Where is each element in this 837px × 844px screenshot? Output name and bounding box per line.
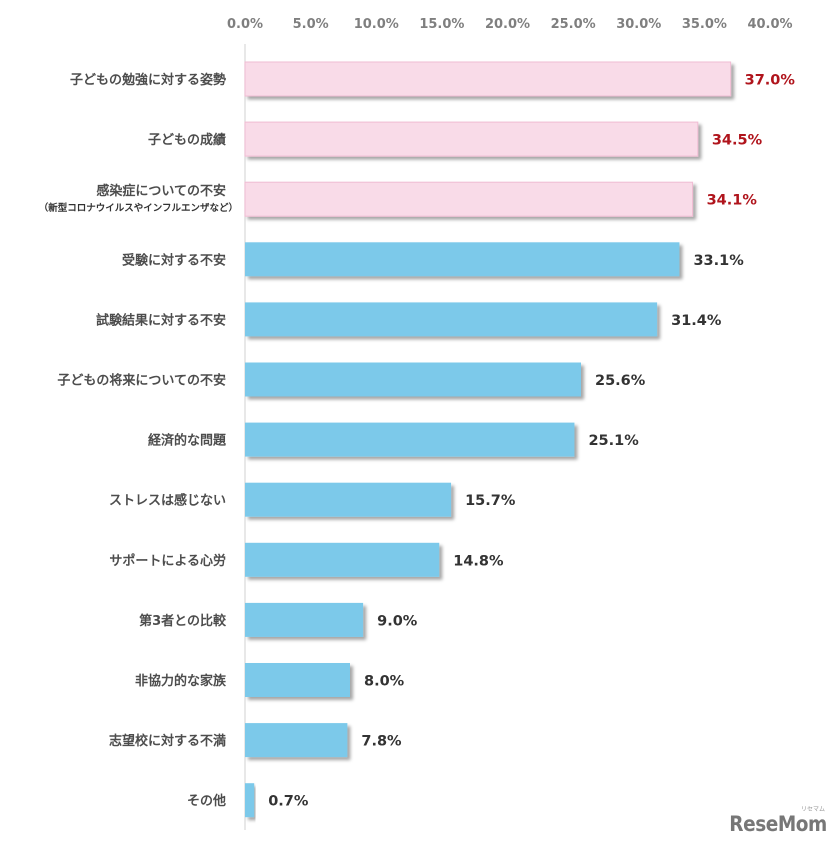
category-label: 子どもの勉強に対する姿勢 bbox=[70, 72, 226, 88]
bars-group bbox=[244, 61, 732, 818]
category-label: ストレスは感じない bbox=[109, 493, 226, 509]
bar bbox=[244, 61, 732, 97]
resemom-logo: リセマム ReseMom bbox=[716, 806, 827, 836]
category-label: 試験結果に対する不安 bbox=[96, 312, 226, 328]
x-tick-label: 35.0% bbox=[682, 17, 727, 32]
value-label: 37.0% bbox=[745, 73, 796, 89]
bar bbox=[245, 302, 658, 337]
bar bbox=[244, 181, 694, 217]
category-label: その他 bbox=[187, 793, 226, 809]
bar bbox=[245, 422, 575, 457]
value-label: 33.1% bbox=[693, 253, 744, 269]
category-label: サポートによる心労 bbox=[109, 553, 226, 569]
value-label: 0.7% bbox=[268, 794, 309, 810]
x-tick-label: 40.0% bbox=[747, 17, 792, 32]
x-tick-label: 5.0% bbox=[293, 17, 329, 32]
value-label: 31.4% bbox=[671, 313, 722, 329]
value-label: 14.8% bbox=[453, 553, 504, 569]
bar bbox=[245, 362, 581, 397]
bar bbox=[245, 783, 255, 818]
value-label: 8.0% bbox=[364, 674, 405, 690]
logo-text: ReseMom bbox=[729, 812, 827, 836]
category-label: 経済的な問題 bbox=[148, 433, 227, 449]
value-label: 25.6% bbox=[595, 373, 646, 389]
x-tick-label: 10.0% bbox=[354, 17, 399, 32]
logo-ruby: リセマム bbox=[800, 806, 825, 813]
value-labels: 37.0% 34.5% 34.1% 33.1% 31.4% 25.6% 25.1% 15.7%… bbox=[268, 73, 795, 810]
value-label: 25.1% bbox=[588, 433, 639, 449]
x-tick-label: 15.0% bbox=[419, 17, 464, 32]
value-label: 34.1% bbox=[707, 193, 758, 209]
x-tick-label: 20.0% bbox=[485, 17, 530, 32]
category-label: 感染症についての不安 bbox=[96, 183, 226, 199]
bar bbox=[245, 482, 452, 517]
bar bbox=[245, 242, 680, 277]
category-label: 非協力的な家族 bbox=[135, 673, 227, 689]
x-tick-label: 25.0% bbox=[551, 17, 596, 32]
x-tick-label: 30.0% bbox=[616, 17, 661, 32]
category-sublabel: （新型コロナウイルスやインフルエンザなど） bbox=[39, 202, 238, 214]
bar bbox=[245, 663, 350, 697]
category-label: 受験に対する不安 bbox=[122, 252, 226, 268]
bar bbox=[245, 542, 440, 577]
category-label: 子どもの成績 bbox=[148, 132, 226, 148]
x-tick-label: 0.0% bbox=[227, 17, 263, 32]
value-label: 34.5% bbox=[712, 133, 763, 149]
bar bbox=[244, 121, 699, 157]
bar bbox=[245, 723, 348, 758]
value-label: 15.7% bbox=[465, 493, 516, 509]
category-label: 子どもの将来についての不安 bbox=[57, 373, 226, 389]
category-label: 第3者との比較 bbox=[139, 613, 227, 629]
x-axis-ticks: 0.0% 5.0% 10.0% 15.0% 20.0% 25.0% 30.0% 35.0% 40… bbox=[227, 17, 793, 32]
bar bbox=[245, 602, 364, 637]
value-label: 9.0% bbox=[377, 613, 418, 629]
category-label: 志望校に対する不満 bbox=[109, 733, 226, 749]
value-label: 7.8% bbox=[361, 734, 402, 750]
